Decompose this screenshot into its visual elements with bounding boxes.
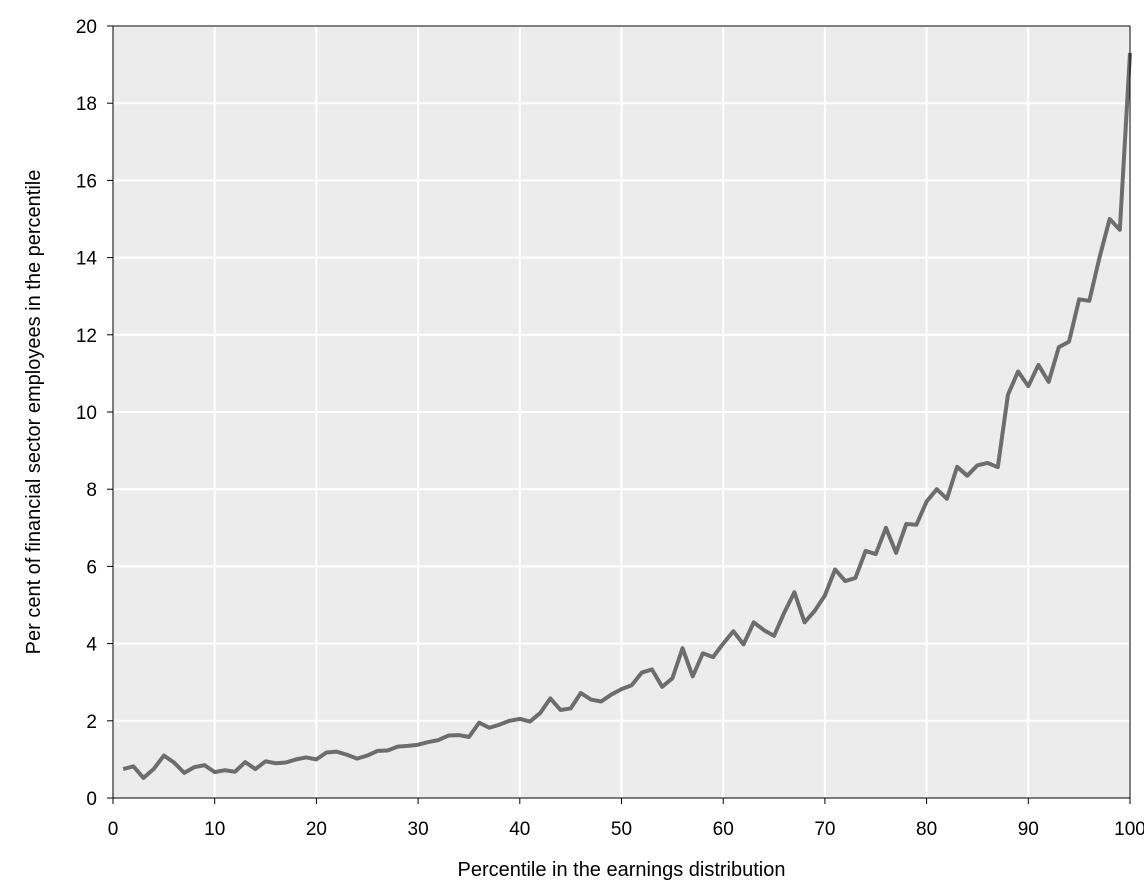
y-tick-label: 16 [76,171,97,192]
y-tick-label: 0 [86,789,97,810]
x-tick-label: 90 [1018,819,1039,840]
x-tick-label: 30 [408,819,429,840]
y-tick-label: 20 [76,17,97,38]
axes [107,25,1131,804]
x-tick-labels: 0 10 20 30 40 50 60 70 80 90 100 [108,819,1144,840]
x-tick-label: 20 [306,819,327,840]
x-axis-title: Percentile in the earnings distribution [458,859,786,881]
y-tick-label: 4 [86,635,97,656]
x-tick-label: 40 [509,819,530,840]
data-line [122,52,1132,780]
y-tick-label: 6 [86,557,97,578]
y-tick-label: 18 [76,94,97,115]
y-axis-title: Per cent of financial sector employees i… [23,170,45,655]
x-tick-label: 0 [108,819,119,840]
y-tick-label: 14 [76,249,98,270]
x-tick-label: 80 [916,819,937,840]
y-tick-label: 2 [86,712,97,733]
y-tick-label: 8 [86,480,97,501]
x-tick-label: 60 [713,819,734,840]
x-tick-label: 100 [1114,819,1144,840]
x-tick-label: 50 [611,819,632,840]
y-tick-labels: 0 2 4 6 8 10 12 14 16 18 20 [76,17,98,810]
x-tick-label: 10 [204,819,225,840]
y-tick-label: 12 [76,326,97,347]
y-tick-label: 10 [76,403,97,424]
x-tick-label: 70 [814,819,835,840]
